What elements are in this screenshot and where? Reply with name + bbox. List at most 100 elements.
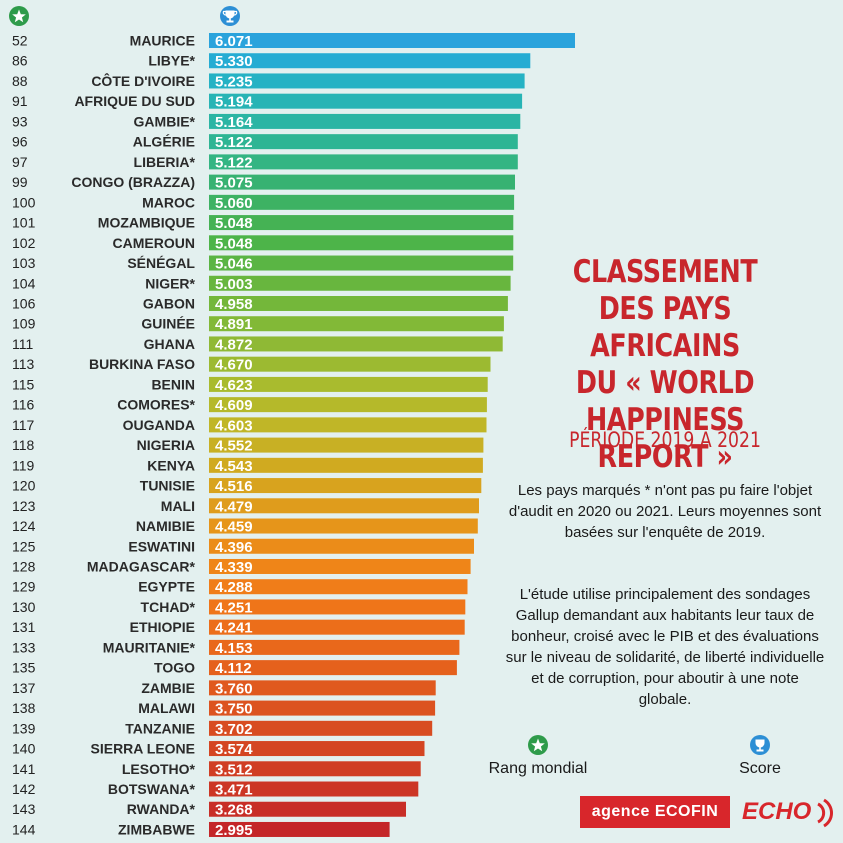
trophy-icon xyxy=(750,735,770,755)
score-bar xyxy=(209,478,482,494)
country-label: NIGERIA xyxy=(137,437,195,453)
score-bar xyxy=(209,295,508,311)
legend-rank-label: Rang mondial xyxy=(488,760,588,777)
country-label: MALAWI xyxy=(138,700,195,716)
country-label: MALI xyxy=(161,498,195,514)
rank-label: 104 xyxy=(12,275,36,291)
country-label: ETHIOPIE xyxy=(130,619,195,635)
score-bar xyxy=(209,215,514,231)
score-value-label: 4.872 xyxy=(215,336,253,353)
echo-logo: ECHO xyxy=(742,798,812,825)
rank-label: 120 xyxy=(12,478,36,494)
chart-row: 113 BURKINA FASO 4.670 xyxy=(12,356,491,374)
country-label: BENIN xyxy=(151,376,195,392)
score-bar xyxy=(209,538,474,554)
chart-row: 102 CAMEROUN 5.048 xyxy=(12,235,514,252)
score-value-label: 4.891 xyxy=(215,316,253,333)
score-value-label: 4.958 xyxy=(215,296,253,313)
score-bar xyxy=(209,437,484,453)
chart-row: 93 GAMBIE* 5.164 xyxy=(12,113,521,131)
rank-label: 119 xyxy=(12,457,35,473)
chart-row: 125 ESWATINI 4.396 xyxy=(12,538,474,556)
score-value-label: 3.268 xyxy=(215,802,253,819)
chart-row: 88 CÔTE D'IVOIRE 5.235 xyxy=(12,72,525,90)
score-value-label: 5.122 xyxy=(215,134,253,151)
country-label: MOZAMBIQUE xyxy=(98,215,195,231)
chart-title: CLASSEMENT DES PAYS AFRICAINS DU « WORLD… xyxy=(530,254,801,476)
chart-row: 116 COMORES* 4.609 xyxy=(12,397,487,414)
rank-label: 123 xyxy=(12,498,36,514)
chart-row: 130 TCHAD* 4.251 xyxy=(12,599,466,616)
rank-label: 141 xyxy=(12,761,36,777)
rank-label: 118 xyxy=(12,437,35,453)
country-label: GAMBIE* xyxy=(134,113,196,129)
rank-label: 138 xyxy=(12,700,36,716)
rank-label: 91 xyxy=(12,93,28,109)
title-line-2: DES PAYS AFRICAINS xyxy=(590,291,740,364)
rank-label: 52 xyxy=(12,33,28,49)
score-bar xyxy=(209,558,471,574)
note-methodology: L'étude utilise principalement des sonda… xyxy=(505,586,825,708)
score-value-label: 4.251 xyxy=(215,599,253,616)
chart-row: 124 NAMIBIE 4.459 xyxy=(12,518,478,536)
score-bar xyxy=(209,518,478,534)
country-label: MAURICE xyxy=(130,33,195,49)
country-label: EGYPTE xyxy=(138,579,195,595)
score-bar xyxy=(209,781,419,797)
country-label: MAROC xyxy=(142,194,195,210)
score-bar xyxy=(209,660,457,676)
country-label: TCHAD* xyxy=(141,599,196,615)
country-label: GHANA xyxy=(144,336,195,352)
score-bar xyxy=(209,801,406,817)
chart-row: 118 NIGERIA 4.552 xyxy=(12,437,484,455)
score-bar xyxy=(209,720,433,736)
chart-row: 129 EGYPTE 4.288 xyxy=(12,579,468,596)
score-bar xyxy=(209,53,531,69)
score-bar xyxy=(209,255,514,271)
rank-label: 131 xyxy=(12,619,36,635)
score-bar xyxy=(209,619,465,635)
score-bar xyxy=(209,134,518,150)
country-label: TOGO xyxy=(154,660,195,676)
note-asterisk: Les pays marqués * n'ont pas pu faire l'… xyxy=(508,482,822,541)
country-label: AFRIQUE DU SUD xyxy=(74,93,195,109)
score-bar xyxy=(209,700,436,716)
title-line-3: DU « WORLD HAPPINESS xyxy=(575,365,755,438)
score-value-label: 4.552 xyxy=(215,438,253,455)
score-bar xyxy=(209,397,487,413)
score-bar xyxy=(209,194,515,210)
country-label: GABON xyxy=(143,295,195,311)
country-label: ZAMBIE xyxy=(141,680,195,696)
score-value-label: 3.471 xyxy=(215,782,253,799)
chart-row: 119 KENYA 4.543 xyxy=(12,457,483,475)
score-value-label: 3.574 xyxy=(215,741,253,758)
rank-label: 125 xyxy=(12,538,36,554)
score-value-label: 4.459 xyxy=(215,519,253,536)
country-label: MAURITANIE* xyxy=(103,639,196,655)
rank-label: 115 xyxy=(12,376,35,392)
chart-row: 117 OUGANDA 4.603 xyxy=(12,417,487,434)
country-label: CAMEROUN xyxy=(113,235,195,251)
chart-row: 115 BENIN 4.623 xyxy=(12,376,488,394)
score-bar xyxy=(209,376,488,392)
rank-label: 109 xyxy=(12,316,36,332)
score-value-label: 5.003 xyxy=(215,276,253,293)
chart-row: 91 AFRIQUE DU SUD 5.194 xyxy=(12,93,523,111)
score-value-label: 3.760 xyxy=(215,680,253,697)
score-value-label: 4.241 xyxy=(215,620,253,637)
country-label: NIGER* xyxy=(145,275,195,291)
chart-row: 133 MAURITANIE* 4.153 xyxy=(12,639,460,657)
score-bar xyxy=(209,457,483,473)
chart-row: 138 MALAWI 3.750 xyxy=(12,700,436,718)
rank-label: 140 xyxy=(12,741,36,757)
rank-label: 100 xyxy=(12,194,36,210)
country-label: TUNISIE xyxy=(140,478,195,494)
chart-row: 143 RWANDA* 3.268 xyxy=(12,801,406,819)
country-label: OUGANDA xyxy=(123,417,195,433)
country-label: BURKINA FASO xyxy=(89,356,195,372)
rank-label: 111 xyxy=(12,336,33,352)
rank-label: 139 xyxy=(12,720,36,736)
rank-label: 135 xyxy=(12,660,36,676)
rank-label: 93 xyxy=(12,113,28,129)
